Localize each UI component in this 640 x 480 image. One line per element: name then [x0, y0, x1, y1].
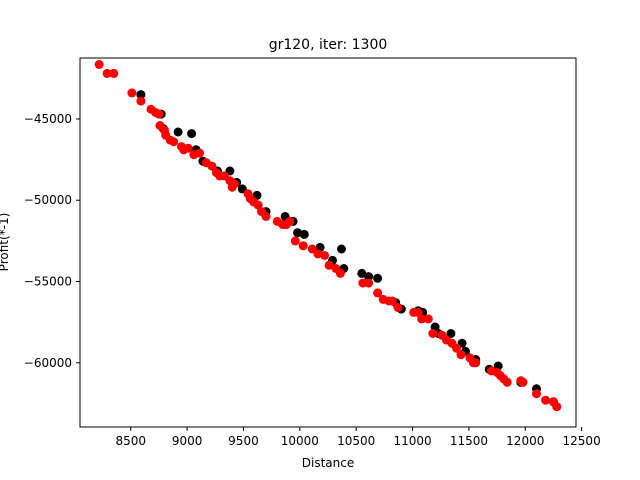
x-tick-label: 11000 [393, 434, 431, 448]
series-0-point-4 [187, 129, 197, 139]
series-1-point-12 [169, 137, 179, 147]
series-1-point-71 [532, 389, 541, 399]
series-1-point-50 [393, 303, 403, 312]
series-1-point-46 [373, 288, 383, 298]
x-tick-label: 8500 [115, 434, 146, 448]
series-1-point-45 [364, 278, 374, 288]
series-1-point-2 [109, 68, 119, 78]
series-1-point-41 [324, 260, 334, 270]
y-tick-label: −50000 [24, 193, 72, 207]
series-1-point-0 [94, 60, 104, 69]
series-0-point-21 [357, 268, 367, 278]
series-1-point-74 [552, 402, 562, 412]
series-1-point-40 [320, 251, 330, 260]
x-tick-label: 11500 [450, 434, 488, 448]
series-0-point-30 [446, 329, 456, 338]
series-1-point-15 [183, 143, 193, 153]
series-1-point-7 [154, 109, 164, 119]
series-1-point-31 [261, 212, 271, 221]
series-1-point-54 [423, 314, 433, 324]
series-1-point-3 [127, 88, 137, 98]
y-axis-label: Profit(*-1) [0, 213, 11, 272]
series-0-point-23 [373, 273, 383, 283]
series-1-point-49 [387, 296, 397, 306]
x-tick-label: 10000 [281, 434, 319, 448]
y-axis-ticks: −60000 −55000 −50000 −45000 [24, 112, 80, 370]
x-tick-label: 9500 [228, 434, 259, 448]
x-axis-label: Distance [302, 456, 354, 470]
series-1-point-43 [335, 268, 345, 278]
series-1-point-72 [541, 395, 551, 405]
series-1-point-68 [502, 377, 512, 387]
series-1-point-19 [207, 161, 217, 171]
y-tick-label: −60000 [24, 356, 72, 370]
series-0-point-3 [173, 127, 183, 137]
series-1-point-63 [471, 358, 481, 368]
data-points [94, 60, 562, 412]
series-0-point-22 [364, 272, 374, 282]
y-tick-label: −55000 [24, 275, 72, 289]
series-1-point-1 [102, 68, 112, 78]
series-0-point-0 [136, 90, 146, 100]
series-1-point-70 [518, 377, 528, 387]
y-tick-label: −45000 [24, 112, 72, 126]
x-axis-ticks: 8500 9000 9500 10000 10500 11000 11500 12000 125… [115, 427, 601, 448]
series-1-point-4 [136, 96, 146, 106]
x-tick-label: 12500 [563, 434, 601, 448]
chart-title: gr120, iter: 1300 [269, 37, 388, 53]
plot-area-frame [79, 57, 577, 428]
series-0-point-16 [299, 229, 309, 239]
series-1-point-59 [452, 343, 461, 353]
series-1-point-53 [417, 314, 427, 324]
x-tick-label: 10500 [337, 434, 375, 448]
series-1-point-35 [285, 216, 295, 226]
series-1-point-55 [428, 329, 438, 338]
series-1-point-36 [290, 236, 300, 246]
series-1-point-60 [456, 350, 466, 360]
series-1-point-17 [195, 148, 204, 158]
series-1-point-37 [298, 241, 308, 251]
series-1-point-25 [229, 179, 239, 189]
series-0-point-19 [337, 244, 346, 254]
x-tick-label: 12000 [506, 434, 544, 448]
x-tick-label: 9000 [172, 434, 203, 448]
